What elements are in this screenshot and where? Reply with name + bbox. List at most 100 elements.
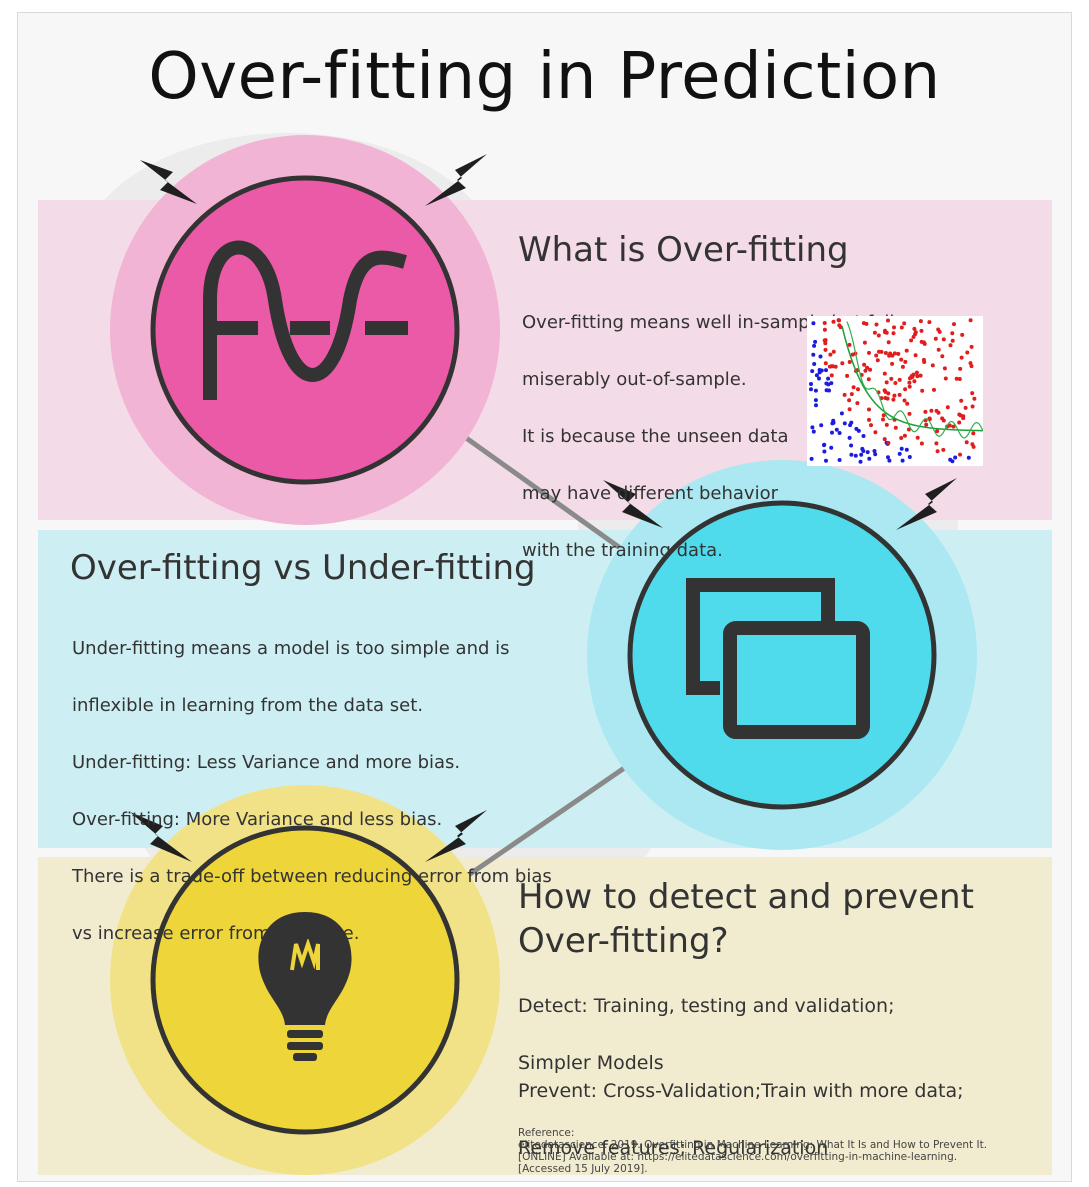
- scatter-point: [879, 349, 884, 354]
- scatter-point: [887, 458, 892, 463]
- scatter-point: [811, 321, 816, 326]
- scatter-point: [831, 418, 836, 423]
- scatter-point: [881, 413, 886, 418]
- scatter-point: [933, 336, 938, 341]
- text-line: It is because the unseen data: [522, 425, 789, 447]
- scatter-point: [905, 401, 910, 406]
- scatter-point: [887, 353, 892, 358]
- scatter-point: [853, 453, 858, 458]
- scatter-point: [972, 396, 977, 401]
- scatter-point: [907, 384, 912, 389]
- scatter-point: [819, 423, 824, 428]
- scatter-point: [886, 455, 890, 460]
- reference-label: Reference:: [518, 1127, 575, 1139]
- scatter-point: [829, 445, 834, 450]
- scatter-point: [897, 392, 902, 397]
- scatter-point: [863, 368, 868, 373]
- section-text-detect: Detect: Training, testing and validation…: [518, 963, 894, 1106]
- detect-line: Simpler Models: [518, 1051, 664, 1074]
- scatter-point: [892, 325, 896, 330]
- scatter-point: [903, 359, 908, 364]
- text-line: Over-fitting means well in-sample but fa…: [522, 311, 904, 333]
- scatter-point: [811, 352, 816, 357]
- scatter-point: [907, 455, 912, 459]
- lightning-bolt-icon: [603, 480, 663, 528]
- scatter-point: [873, 452, 878, 457]
- scatter-point: [874, 322, 879, 327]
- scatter-point: [850, 352, 855, 357]
- scatter-point: [872, 449, 877, 453]
- scatter-point: [970, 391, 975, 396]
- scatter-point: [884, 380, 889, 385]
- scatter-point: [948, 343, 953, 348]
- scatter-point: [899, 446, 904, 451]
- scatter-point: [897, 377, 902, 382]
- scatter-point: [957, 412, 962, 417]
- scatter-point: [814, 373, 819, 378]
- scatter-point: [847, 398, 852, 403]
- scatter-point: [867, 456, 872, 461]
- scatter-point: [934, 408, 939, 413]
- scatter-point: [830, 430, 834, 435]
- text-line: inflexible in learning from the data set…: [72, 694, 424, 716]
- scatter-point: [823, 361, 828, 366]
- scatter-point: [904, 348, 909, 353]
- scatter-point: [813, 388, 818, 393]
- scatter-point: [959, 398, 964, 403]
- scatter-point: [867, 407, 871, 412]
- scatter-point: [890, 361, 895, 366]
- scatter-point: [957, 377, 962, 381]
- scatter-point: [875, 358, 880, 363]
- scatter-point: [822, 327, 827, 332]
- scatter-point: [867, 417, 871, 422]
- scatter-point: [900, 458, 905, 463]
- scatter-point: [915, 435, 920, 440]
- scatter-point: [934, 441, 939, 446]
- scatter-point: [903, 387, 908, 392]
- section-text-prevent: Prevent: Cross-Validation;Train with mor…: [518, 1048, 964, 1187]
- scatter-point: [963, 405, 968, 410]
- scatter-point: [950, 338, 955, 343]
- scatter-point: [822, 443, 826, 448]
- scatter-point: [849, 420, 854, 425]
- scatter-point: [906, 427, 911, 432]
- text-line: may have different behavior: [522, 482, 778, 504]
- scatter-point: [941, 447, 946, 452]
- scatter-point: [932, 387, 936, 392]
- scatter-point: [882, 371, 887, 376]
- scatter-point: [824, 458, 828, 463]
- scatter-point: [954, 376, 959, 381]
- scatter-point: [918, 319, 923, 324]
- scatter-point: [856, 387, 860, 392]
- scatter-point: [814, 403, 818, 408]
- scatter-point: [922, 360, 927, 364]
- lightning-bolts: [130, 154, 957, 862]
- text-line: There is a trade-off between reducing er…: [72, 865, 552, 887]
- scatter-point: [914, 370, 919, 375]
- reference-line: elitedatascience. 2019. Overfitting in M…: [518, 1139, 988, 1151]
- scatter-point: [837, 323, 842, 328]
- scatter-point: [817, 368, 822, 372]
- prevent-line: Remove features; Regularization: [518, 1136, 829, 1159]
- scatter-point: [966, 455, 971, 460]
- scatter-point: [891, 397, 896, 402]
- scatter-point: [912, 326, 917, 331]
- scatter-point: [958, 452, 962, 457]
- scatter-point: [881, 417, 885, 422]
- scatter-point: [839, 411, 844, 416]
- scatter-point: [902, 398, 907, 403]
- scatter-point: [950, 331, 955, 336]
- scatter-point: [822, 321, 827, 325]
- scatter-point: [847, 360, 852, 364]
- scatter-point: [831, 319, 836, 324]
- scatter-point: [953, 455, 958, 460]
- scatter-point: [851, 385, 856, 390]
- section-text-what: Over-fitting means well in-sample but fa…: [522, 280, 904, 594]
- scatter-point: [830, 364, 835, 369]
- overfit-curve-icon: [203, 240, 408, 400]
- scatter-point: [948, 457, 953, 462]
- windows-icon: [686, 578, 870, 739]
- scatter-point: [883, 396, 888, 400]
